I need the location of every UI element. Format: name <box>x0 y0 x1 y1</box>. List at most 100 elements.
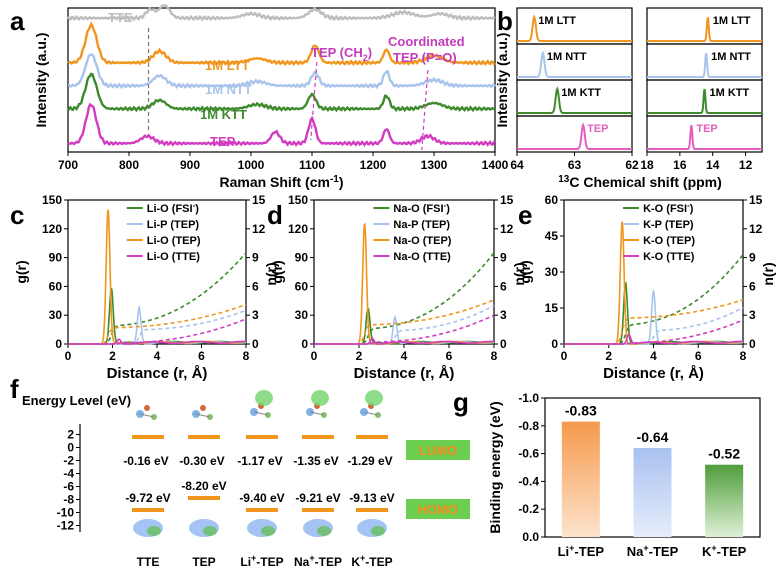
series-label: TEP <box>210 134 236 149</box>
legend-label-end: ) <box>690 203 694 215</box>
category-label: Na+-TEP <box>627 543 679 559</box>
x-tick-label: 800 <box>119 158 139 172</box>
homo-tag: HOMO <box>418 502 458 517</box>
legend-label-main: K-O (TEP) <box>643 235 695 247</box>
y2-tick-label: 15 <box>749 193 763 207</box>
y-tick-label: -0.8 <box>518 419 539 433</box>
orbital-lobe-glyph <box>311 390 329 406</box>
category-label-suffix: -TEP <box>574 544 604 559</box>
nr-line <box>564 306 744 345</box>
axis-title: Energy Level (eV) <box>22 393 131 408</box>
x-tick-label: 4 <box>650 349 657 363</box>
bar <box>561 421 600 537</box>
orbital-lobe-glyph <box>371 526 385 536</box>
bar-value-label: -0.83 <box>565 403 597 419</box>
y2-tick-label: 3 <box>252 308 259 322</box>
legend-label-main: Li-O (TTE) <box>147 251 200 263</box>
y-axis-title: Intensity (a.u.) <box>494 33 510 128</box>
category-label: Li+-TEP <box>558 543 605 559</box>
y-tick-label: 90 <box>295 251 309 265</box>
legend-label: Li-O (TTE) <box>147 251 200 263</box>
series-label: 1M LTT <box>205 58 250 73</box>
x-tick-label: 900 <box>180 158 200 172</box>
row-label: TEP <box>587 123 608 135</box>
category-label-main: K <box>702 544 712 559</box>
legend-label: Na-O (TEP) <box>393 235 451 247</box>
species-label-suffix: -TEP <box>315 555 342 569</box>
x-tick-label: 2 <box>605 349 612 363</box>
y2-tick-label: 15 <box>500 193 514 207</box>
y2-tick-label: 9 <box>500 251 507 265</box>
y2-tick-label: 0 <box>500 337 507 351</box>
lumo-value-label: -1.35 eV <box>293 454 338 468</box>
category-label-sup: + <box>643 543 648 553</box>
y-tick-label: -0.2 <box>518 502 539 516</box>
panel-g-binding-energy-chart: 0.0 -0.2 -0.4 -0.6 -0.8 -1.0 Binding energy (e… <box>487 391 761 559</box>
y-tick-label: -1.0 <box>518 391 539 405</box>
panel-label-c: c <box>10 200 24 230</box>
legend-label-main: K-P (TEP) <box>643 219 694 231</box>
row-frame <box>516 115 633 153</box>
legend-label-main: Na-O (FSI <box>393 203 443 215</box>
y2-tick-label: 0 <box>252 337 259 351</box>
y2-tick-label: 6 <box>252 279 259 293</box>
x-tick-label: 12 <box>739 158 753 172</box>
x-tick-label: 14 <box>706 158 720 172</box>
x-tick-label: 1200 <box>360 158 387 172</box>
guide-line <box>421 69 429 151</box>
y-axis-title: Intensity (a.u.) <box>33 33 49 128</box>
species-label-main: Li <box>240 555 251 569</box>
y-tick-label: 150 <box>288 193 308 207</box>
orbital-lobe-glyph <box>261 526 275 536</box>
lumo-tag: LUMO <box>419 443 457 458</box>
annotation-sub: 2 <box>363 53 368 63</box>
legend-label-main: Na-O (TTE) <box>393 251 451 263</box>
y-axis-title: Binding energy (eV) <box>487 401 503 533</box>
panel-label-f: f <box>10 374 19 404</box>
gr-line <box>68 287 246 345</box>
homo-value-label: -9.13 eV <box>349 491 394 505</box>
legend-label-main: K-O (TTE) <box>643 251 695 263</box>
y2-tick-label: 3 <box>500 308 507 322</box>
annotation-coordinated-2: TEP (P=O) <box>393 50 457 65</box>
category-label-sup: + <box>569 543 574 553</box>
legend-label: Na-P (TEP) <box>393 219 450 231</box>
y2-tick-label: 12 <box>500 222 514 236</box>
nr-line <box>314 299 495 345</box>
nmr-peak <box>517 86 632 114</box>
orbital-lobe-glyph <box>203 526 217 536</box>
y2-tick-label: 3 <box>749 308 756 322</box>
y-tick-label: 0 <box>551 337 558 351</box>
homo-value-label: -8.20 eV <box>181 479 226 493</box>
y2-tick-label: 6 <box>500 279 507 293</box>
bar-value-label: -0.64 <box>637 429 669 445</box>
x-axis-title: Distance (r, Å) <box>603 365 704 382</box>
species-label-sup: + <box>251 553 256 563</box>
x-axis-title-main: C Chemical shift (ppm) <box>569 174 721 190</box>
y2-axis-title: n(r) <box>263 262 279 285</box>
legend-label-end: ) <box>195 203 199 215</box>
x-tick-label: 6 <box>198 349 205 363</box>
y-tick-label: 60 <box>49 279 63 293</box>
species-label: Li+-TEP <box>240 553 283 569</box>
category-label-main: Li <box>558 544 570 559</box>
legend-label-sup: - <box>687 201 690 210</box>
nr-line <box>68 303 247 345</box>
y-tick-label: -0.4 <box>518 474 539 488</box>
bar <box>633 448 672 537</box>
x-tick-label: 64 <box>510 158 524 172</box>
x-axis-title: 13C Chemical shift (ppm) <box>558 174 722 190</box>
x-tick-label: 1300 <box>421 158 448 172</box>
x-tick-label: 8 <box>491 349 498 363</box>
species-label-main: TTE <box>137 555 160 569</box>
lumo-value-label: -0.30 eV <box>179 454 224 468</box>
y-tick-label: -8 <box>63 493 74 507</box>
legend-label: Li-P (TEP) <box>147 219 200 231</box>
series-line <box>67 72 496 113</box>
x-axis-title: Raman Shift (cm-1) <box>219 174 343 190</box>
x-tick-label: 16 <box>673 158 687 172</box>
category-label-suffix: -TEP <box>649 544 679 559</box>
y-tick-label: 90 <box>49 251 63 265</box>
series-line <box>66 3 496 22</box>
